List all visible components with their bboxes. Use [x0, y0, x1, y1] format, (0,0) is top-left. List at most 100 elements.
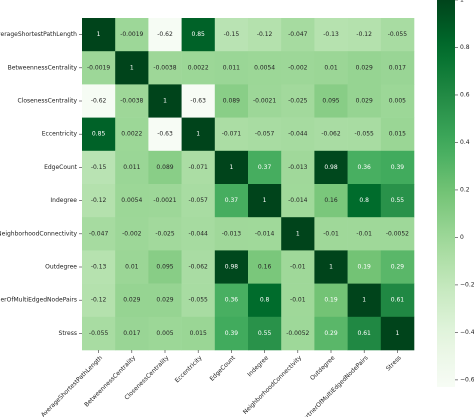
cell-value-label: 0.011 [123, 164, 140, 171]
heatmap-cell [248, 316, 282, 351]
heatmap-cell [281, 51, 315, 85]
x-tick-label-outdegree: Outdegree [309, 354, 337, 382]
heatmap-cell [380, 150, 415, 185]
heatmap-cell [82, 217, 116, 251]
y-tick-label-closeness-centrality: ClosenessCentrality [17, 98, 77, 105]
heatmap-cell [281, 18, 315, 52]
cell-value-label: 1 [395, 330, 399, 337]
colorbar-tick-label: −0.2 [460, 281, 474, 288]
cell-value-label: 0.61 [358, 330, 372, 337]
colorbar-tick-label: 0.4 [460, 139, 470, 146]
y-tick-label-stress: Stress [59, 330, 77, 337]
heatmap-cell [148, 184, 182, 218]
cell-value-label: -0.013 [288, 164, 308, 171]
cell-value-label: -0.01 [356, 230, 372, 237]
heatmap-cell [181, 150, 216, 185]
cell-value-label: -0.071 [222, 131, 242, 138]
cell-value-label: 0.98 [324, 164, 338, 171]
cell-value-label: 0.29 [391, 264, 405, 271]
heatmap-cell [115, 217, 149, 251]
cell-value-label: 0.36 [358, 164, 372, 171]
heatmap-cell [314, 316, 348, 351]
cell-value-label: 0.19 [324, 297, 338, 304]
x-tick-label-stress: Stress [385, 354, 403, 372]
heatmap-cell [115, 150, 149, 185]
cell-value-label: 0.16 [324, 197, 338, 204]
colorbar-tick-label: 0.6 [460, 91, 470, 98]
y-tick-label-outdegree: Outdegree [45, 264, 77, 271]
cell-value-label: -0.0038 [120, 98, 143, 105]
heatmap-cell [82, 84, 116, 118]
cell-value-label: 0.095 [322, 98, 339, 105]
heatmap-cell [148, 51, 182, 85]
cell-value-label: 0.029 [123, 297, 140, 304]
heatmap-cell [148, 250, 182, 284]
cell-value-label: -0.071 [189, 164, 209, 171]
cell-value-label: 0.85 [92, 131, 106, 138]
heatmap-cell [347, 217, 382, 251]
heatmap-cell [380, 217, 415, 251]
cell-value-label: -0.002 [122, 230, 142, 237]
colorbar-tick-label: 0.2 [460, 186, 470, 193]
heatmap-cell [181, 184, 216, 218]
heatmap-cell [181, 18, 216, 52]
heatmap-cell [347, 84, 382, 118]
heatmap-cell [214, 184, 249, 218]
heatmap-cell [248, 217, 282, 251]
cell-value-label: -0.057 [189, 197, 209, 204]
y-tick-label-neighborhood-connectivity: NeighborhoodConnectivity [0, 230, 77, 237]
cell-value-label: -0.01 [290, 264, 306, 271]
cell-value-label: 1 [97, 31, 101, 38]
heatmap-cell [115, 184, 149, 218]
cell-value-label: 0.029 [356, 98, 373, 105]
heatmap-cell [314, 150, 348, 185]
cell-value-label: 0.029 [156, 297, 173, 304]
cell-value-label: 1 [196, 131, 200, 138]
heatmap-cell [82, 316, 116, 351]
heatmap-cell [380, 283, 415, 318]
cell-value-label: -0.062 [189, 264, 209, 271]
heatmap-cell [248, 18, 282, 52]
cell-value-label: 0.01 [324, 64, 338, 71]
heatmap-cell [248, 84, 282, 118]
colorbar-tick-label: 0 [460, 234, 464, 241]
heatmap-cell [214, 316, 249, 351]
cell-value-label: 0.61 [391, 297, 405, 304]
x-tick-label-edge-count: EdgeCount [209, 354, 238, 383]
heatmap-cell [148, 117, 182, 152]
cell-value-label: 1 [362, 297, 366, 304]
cell-value-label: -0.12 [91, 197, 107, 204]
colorbar: −0.6 −0.4 −0.2 0 0.2 0.4 0.6 0.8 1 [437, 0, 474, 387]
cell-value-label: -0.13 [323, 31, 339, 38]
heatmap-cell [214, 150, 249, 185]
heatmap-cell [347, 184, 382, 218]
heatmap-cell [281, 217, 315, 251]
heatmap-cell [115, 283, 149, 318]
colorbar-tick-label: −0.6 [460, 376, 474, 383]
heatmap-cell [347, 150, 382, 185]
cell-value-label: 0.0022 [121, 131, 142, 138]
cell-value-label: 0.8 [359, 197, 369, 204]
cell-value-label: -0.0021 [153, 197, 176, 204]
cell-value-label: -0.63 [190, 98, 206, 105]
heatmap-cell [314, 184, 348, 218]
cell-value-label: 1 [329, 264, 333, 271]
heatmap-cell [181, 117, 216, 152]
heatmap-cell [314, 250, 348, 284]
heatmap-cell [347, 283, 382, 318]
cell-value-label: -0.0019 [120, 31, 143, 38]
cell-value-label: -0.62 [91, 98, 107, 105]
cell-value-label: 1 [130, 64, 134, 71]
y-axis-tick-labels: AverageShortestPathLength BetweennessCent… [0, 31, 82, 337]
heatmap-cell [214, 18, 249, 52]
heatmap-cell [281, 150, 315, 185]
heatmap-cell [380, 184, 415, 218]
cell-value-label: -0.13 [91, 264, 107, 271]
cell-value-label: -0.055 [388, 31, 408, 38]
cell-value-label: 0.015 [190, 330, 207, 337]
cell-value-label: 0.005 [389, 98, 406, 105]
heatmap-cell [115, 51, 149, 85]
heatmap-cell [148, 316, 182, 351]
heatmap-cell [347, 117, 382, 152]
